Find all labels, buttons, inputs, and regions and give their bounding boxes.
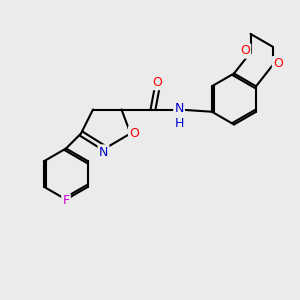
- Text: N: N: [99, 146, 108, 159]
- Text: N
H: N H: [174, 102, 184, 130]
- Text: O: O: [273, 57, 283, 70]
- Text: O: O: [129, 127, 139, 140]
- Text: O: O: [240, 44, 250, 58]
- Text: O: O: [153, 76, 162, 89]
- Text: F: F: [62, 194, 70, 208]
